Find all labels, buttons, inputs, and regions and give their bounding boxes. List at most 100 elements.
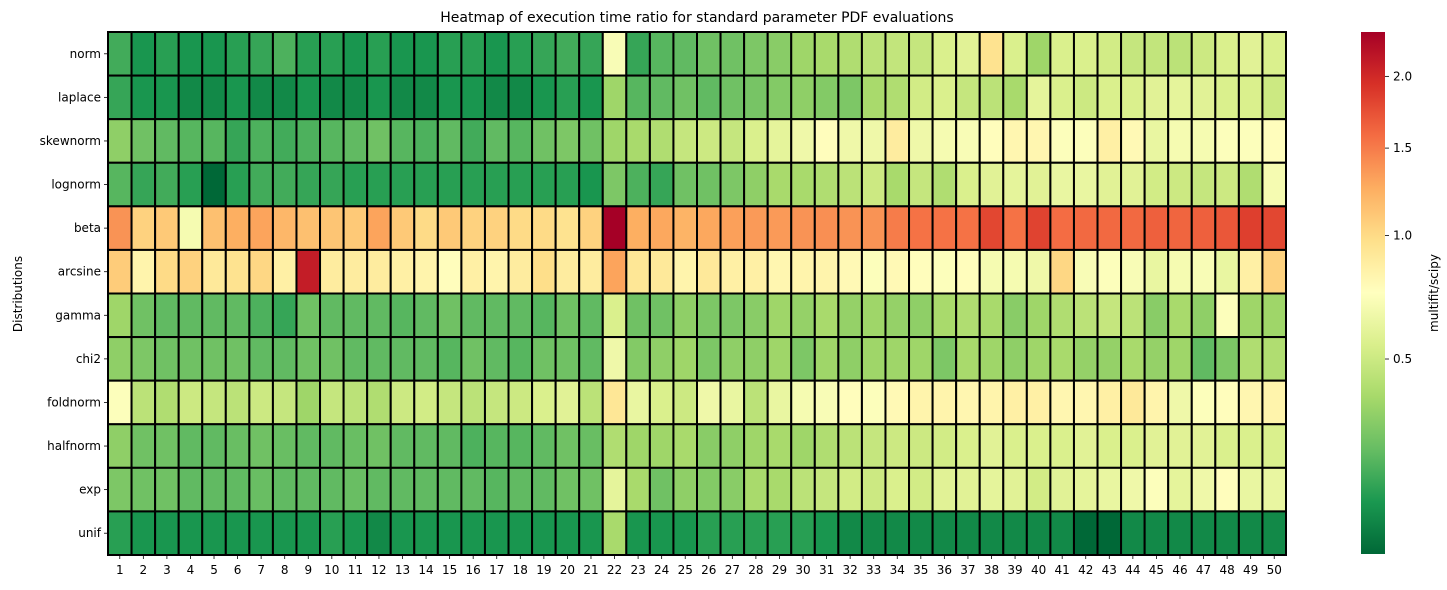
heatmap-cell [696,205,722,251]
heatmap-cell [1072,74,1099,121]
heatmap-cell [696,118,722,164]
x-tick-label: 27 [725,563,740,577]
heatmap-cell [177,336,204,382]
heatmap-cell [719,74,746,121]
heatmap-cell [625,510,651,557]
heatmap-cell [1190,379,1217,426]
heatmap-cell [201,205,227,251]
heatmap-cell [483,205,510,251]
heatmap-cell [1025,510,1052,557]
heatmap-cell [978,118,1005,164]
colorbar-tick-label: 2.0 [1393,69,1412,83]
heatmap-cell [955,466,981,513]
x-tick-label: 16 [466,563,481,577]
heatmap-cell [884,161,911,208]
heatmap-cell [813,379,840,426]
heatmap-cell [860,248,887,295]
heatmap-cell [1214,74,1240,121]
heatmap-cell [578,74,604,121]
heatmap-cell [248,510,274,557]
heatmap-cell [955,74,981,121]
x-tick-label: 32 [842,563,857,577]
heatmap-cell [719,161,746,208]
heatmap-cell [436,379,463,426]
heatmap-cell [860,205,887,251]
heatmap-cell [648,161,675,208]
heatmap-cell [1214,423,1240,469]
heatmap-cell [436,74,463,121]
heatmap-cell [978,336,1005,382]
x-tick-label: 8 [281,563,289,577]
heatmap-cell [436,510,463,557]
heatmap-cell [978,379,1005,426]
heatmap-cell [483,336,510,382]
heatmap-cell [1167,161,1193,208]
heatmap-cell [1025,74,1052,121]
heatmap-cell [342,161,369,208]
y-tick-label: arcsine [58,265,101,279]
heatmap-cell [1120,248,1146,295]
heatmap-cell [813,248,840,295]
x-tick-label: 33 [866,563,881,577]
heatmap-cell [460,423,486,469]
heatmap-cell [696,292,722,339]
heatmap-cell [224,466,251,513]
x-tick-label: 24 [654,563,669,577]
x-tick-label: 3 [163,563,171,577]
heatmap-cell [696,466,722,513]
heatmap-cell [1049,205,1075,251]
heatmap-cell [1143,74,1170,121]
heatmap-cell [295,74,322,121]
heatmap-cell [224,510,251,557]
heatmap-cell [578,118,604,164]
heatmap-cell [696,336,722,382]
heatmap-cell [460,74,486,121]
heatmap-cell [648,31,675,77]
heatmap-cell [978,248,1005,295]
heatmap-cell [978,74,1005,121]
heatmap-cell [884,248,911,295]
heatmap-cell [931,118,958,164]
heatmap-cell [389,248,416,295]
heatmap-cell [224,74,251,121]
heatmap-cell [154,31,180,77]
heatmap-cell [271,510,298,557]
heatmap-cell [1002,205,1028,251]
heatmap-cell [766,292,793,339]
heatmap-cell [271,423,298,469]
heatmap-cell [860,379,887,426]
heatmap-cell [1167,510,1193,557]
heatmap-cell [1096,161,1123,208]
heatmap-cell [1190,205,1217,251]
heatmap-cell [531,336,557,382]
heatmap-cell [483,161,510,208]
heatmap-cell [672,510,699,557]
heatmap-cell [813,292,840,339]
heatmap-cell [154,336,180,382]
heatmap-cell [790,248,816,295]
heatmap-cell [1214,205,1240,251]
heatmap-cell [578,31,604,77]
heatmap-cell [1261,118,1287,164]
heatmap-cell [813,510,840,557]
heatmap-cell [319,336,345,382]
heatmap-cell [1002,31,1028,77]
heatmap-cell [389,292,416,339]
heatmap-cell [743,118,769,164]
heatmap-cell [837,205,863,251]
heatmap-cell [648,510,675,557]
heatmap-cell [955,248,981,295]
heatmap-cell [766,379,793,426]
x-tick-label: 25 [678,563,693,577]
heatmap-cell [813,205,840,251]
heatmap-cell [1025,466,1052,513]
heatmap-cell [578,510,604,557]
heatmap-cell [319,466,345,513]
heatmap-cell [813,161,840,208]
heatmap-cell [1072,205,1099,251]
heatmap-cell [672,466,699,513]
heatmap-cell [224,31,251,77]
heatmap-cell [1049,466,1075,513]
heatmap-cell [696,510,722,557]
heatmap-cell [531,161,557,208]
